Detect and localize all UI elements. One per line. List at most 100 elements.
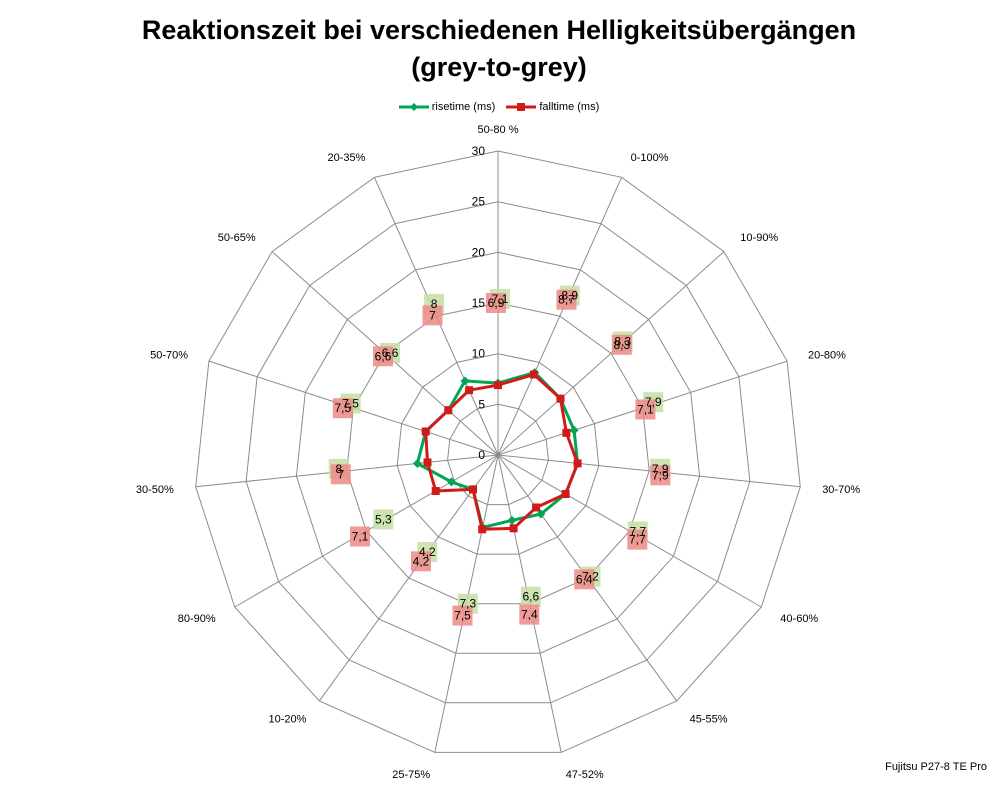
legend: risetime (ms) falltime (ms) [0, 101, 998, 115]
data-label-rise: 8 [431, 297, 438, 311]
data-point-fall [421, 427, 430, 436]
data-label-rise: 6,6 [522, 590, 539, 604]
grid-ring [396, 353, 600, 555]
chart-title-line-1: Reaktionszeit bei verschiedenen Helligke… [141, 15, 857, 45]
data-point-fall [465, 386, 474, 395]
data-label-bg-fall [411, 551, 431, 572]
data-label-bg-fall [650, 465, 671, 486]
data-label-bg-fall [574, 569, 595, 590]
grid-ring [295, 251, 701, 654]
data-label-rise: 7,3 [459, 597, 476, 611]
tick-label: 5 [478, 397, 485, 411]
legend-label-rise: risetime (ms) [431, 101, 496, 113]
grid-spoke [497, 177, 623, 456]
grid-spoke [497, 251, 725, 456]
data-point-fall [532, 503, 541, 512]
category-label: 47-52% [566, 769, 604, 781]
data-label-bg-fall [635, 399, 656, 420]
data-label-bg-fall [332, 398, 353, 419]
category-label: 30-50% [136, 484, 174, 496]
data-label-bg-fall [611, 334, 632, 355]
category-label: 30-70% [822, 484, 860, 496]
data-label-fall: 7,9 [652, 468, 669, 482]
data-label-bg-rise [520, 586, 541, 607]
category-label: 25-75% [392, 769, 430, 781]
data-label-rise: 5,3 [375, 512, 392, 526]
data-label-fall: 7,1 [637, 403, 654, 417]
grid-spoke [318, 454, 499, 702]
data-label-rise: 4,2 [419, 545, 436, 559]
data-label-rise: 8,9 [561, 289, 578, 303]
data-point-rise [569, 425, 579, 435]
data-label-fall: 7,4 [521, 608, 538, 622]
category-label: 50-80 % [478, 124, 519, 136]
data-label-fall: 7 [429, 308, 436, 322]
data-label-rise: 6,6 [382, 346, 399, 360]
tick-label: 0 [478, 448, 485, 462]
data-label-bg-fall [452, 605, 473, 626]
data-label-bg-fall [350, 526, 370, 547]
data-label-rise: 8,3 [614, 335, 631, 349]
data-label-bg-fall [556, 289, 577, 310]
data-label-bg-fall [422, 305, 443, 326]
data-label-fall: 6,6 [375, 349, 392, 363]
tick-label: 30 [472, 144, 486, 158]
legend-entry-rise: risetime (ms) [398, 101, 496, 113]
grid-ring [195, 150, 801, 753]
tick-label: 20 [472, 245, 486, 259]
data-label-rise: 7,1 [492, 292, 509, 306]
data-label-fall: 7,7 [629, 533, 646, 547]
category-label: 20-80% [808, 349, 846, 361]
grid-ring [447, 403, 549, 506]
category-label: 10-90% [740, 232, 778, 244]
data-point-fall [444, 406, 453, 415]
data-label-fall: 6,9 [488, 296, 505, 310]
data-point-fall [469, 485, 477, 494]
tick-label: 10 [472, 347, 486, 361]
grid-ring [346, 302, 650, 605]
data-label-bg-fall [519, 604, 540, 625]
legend-label-fall: falltime (ms) [539, 101, 600, 113]
data-label-rise: 7,5 [342, 397, 359, 411]
data-label-bg-rise [373, 509, 394, 530]
data-label-rise: 7,9 [652, 462, 669, 476]
data-point-rise [460, 376, 470, 386]
data-point-rise [446, 477, 456, 487]
data-point-fall [556, 394, 565, 403]
category-label: 50-70% [150, 349, 188, 361]
legend-marker-rise [398, 103, 429, 111]
data-label-rise: 8 [335, 462, 342, 476]
footer-note: Fujitsu P27-8 TE Pro [885, 761, 987, 773]
data-point-rise [536, 509, 546, 519]
category-label: 0-100% [631, 152, 669, 164]
data-point-rise [412, 458, 422, 468]
data-label-fall: 7,5 [454, 609, 471, 623]
tick-label: 15 [472, 296, 486, 310]
grid-ring [245, 201, 751, 704]
data-point-fall [529, 370, 538, 379]
data-label-fall: 6,4 [576, 572, 593, 586]
series-line [424, 373, 580, 531]
data-label-bg-fall [330, 464, 351, 485]
legend-marker-fall [506, 103, 537, 111]
data-label-rise: 7,2 [582, 570, 599, 584]
data-label-fall: 7,1 [352, 530, 369, 544]
data-label-fall: 8,7 [558, 293, 575, 307]
category-label: 50-65% [218, 232, 256, 244]
data-point-fall [509, 524, 518, 533]
data-label-rise: 7,9 [645, 395, 662, 409]
data-label-fall: 8,3 [613, 338, 630, 352]
data-point-fall [562, 428, 571, 437]
grid-spoke [497, 454, 801, 488]
tick-label: 25 [472, 195, 486, 209]
data-label-fall: 4,2 [413, 554, 430, 568]
legend-entry-fall: falltime (ms) [506, 101, 599, 113]
data-point-fall [573, 459, 582, 468]
data-label-bg-fall [373, 346, 393, 367]
data-label-rise: 7,7 [629, 525, 646, 539]
data-point-fall [478, 525, 487, 534]
category-label: 80-90% [178, 613, 216, 625]
data-point-fall [423, 458, 432, 467]
category-label: 10-20% [268, 714, 306, 726]
